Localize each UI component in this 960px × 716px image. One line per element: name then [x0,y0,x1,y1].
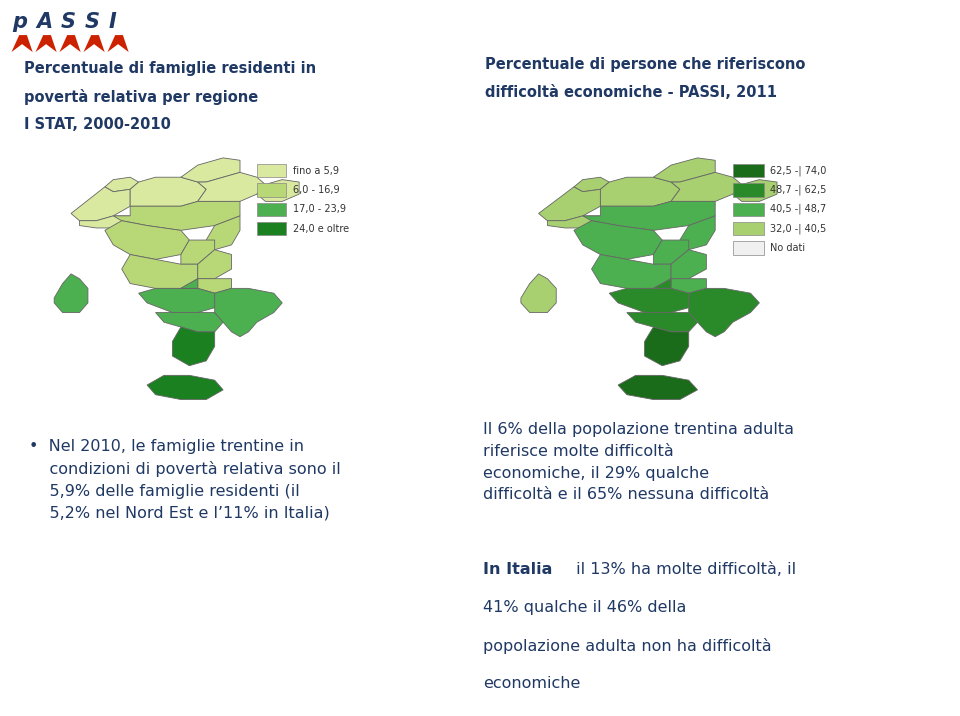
Polygon shape [257,180,300,201]
Polygon shape [654,240,688,264]
Polygon shape [122,255,198,289]
Text: Il 6% della popolazione trentina adulta
riferisce molte difficoltà
economiche, i: Il 6% della popolazione trentina adulta … [483,422,794,502]
Polygon shape [173,327,215,366]
Polygon shape [627,312,698,332]
Text: popolazione adulta non ha difficoltà: popolazione adulta non ha difficoltà [483,638,772,654]
Text: 62,5 -| 74,0: 62,5 -| 74,0 [771,165,827,176]
Polygon shape [198,279,231,294]
Text: difficoltà economiche - PASSI, 2011: difficoltà economiche - PASSI, 2011 [485,85,777,100]
Text: In Italia il 13% ha molte difficoltà, il
41% qualche il 46% della
popolazione ad: In Italia il 13% ha molte difficoltà, il… [483,562,772,644]
Polygon shape [206,216,240,250]
Polygon shape [600,178,680,206]
Bar [257,183,286,196]
Polygon shape [539,187,600,221]
Polygon shape [618,375,698,400]
Bar [257,164,286,178]
Polygon shape [131,178,206,206]
Polygon shape [644,327,688,366]
Text: 24,0 e oltre: 24,0 e oltre [293,223,348,233]
Bar [257,203,286,216]
Bar [257,222,286,235]
Text: •  Nel 2010, le famiglie trentine in
    condizioni di povertà relativa sono il
: • Nel 2010, le famiglie trentine in cond… [29,439,341,520]
Polygon shape [671,173,742,201]
Text: 40,5 -| 48,7: 40,5 -| 48,7 [771,204,827,215]
Bar [732,241,764,255]
Polygon shape [180,158,240,182]
Polygon shape [583,201,715,231]
Text: In Italia: In Italia [483,562,552,577]
Text: 41% qualche il 46% della: 41% qualche il 46% della [483,600,686,615]
Bar [732,203,764,216]
Text: p: p [12,12,28,32]
Bar [3,2,145,54]
Polygon shape [105,178,138,192]
Polygon shape [198,250,231,279]
Polygon shape [108,35,129,52]
Polygon shape [574,221,662,259]
Text: 32,0 -| 40,5: 32,0 -| 40,5 [771,223,827,234]
Polygon shape [156,312,223,332]
Text: fino a 5,9: fino a 5,9 [293,165,339,175]
Polygon shape [113,201,240,231]
Polygon shape [671,250,707,279]
Polygon shape [36,35,57,52]
Polygon shape [654,158,715,182]
Text: il 13% ha molte difficoltà, il: il 13% ha molte difficoltà, il [571,562,796,577]
Text: No dati: No dati [771,243,805,253]
Text: 48,7 -| 62,5: 48,7 -| 62,5 [771,185,827,195]
Polygon shape [610,279,688,312]
Polygon shape [521,274,556,312]
Polygon shape [547,216,610,228]
Text: I STAT, 2000-2010: I STAT, 2000-2010 [24,117,171,132]
Polygon shape [105,221,189,259]
Polygon shape [147,375,223,400]
Text: economiche: economiche [483,677,580,692]
Polygon shape [80,216,138,228]
Polygon shape [671,279,707,294]
Polygon shape [732,180,777,201]
Text: Percentuale di persone che riferiscono: Percentuale di persone che riferiscono [485,57,805,72]
Polygon shape [180,240,215,264]
Polygon shape [54,274,88,312]
Text: Percentuale di famiglie residenti in: Percentuale di famiglie residenti in [24,61,316,76]
Text: I: I [108,12,116,32]
Bar [732,183,764,196]
Polygon shape [138,279,215,312]
Polygon shape [688,289,759,337]
Text: povertà relativa per regione: povertà relativa per regione [24,89,258,105]
Polygon shape [198,173,265,201]
Text: S: S [60,12,76,32]
Text: 6,0 - 16,9: 6,0 - 16,9 [293,185,340,195]
Bar [732,164,764,178]
Polygon shape [591,255,671,289]
Polygon shape [60,35,81,52]
Polygon shape [680,216,715,250]
Polygon shape [71,187,131,221]
Text: 17,0 - 23,9: 17,0 - 23,9 [293,204,346,214]
Text: A: A [36,12,53,32]
Polygon shape [84,35,105,52]
Polygon shape [215,289,282,337]
Text: S: S [84,12,100,32]
Polygon shape [574,178,610,192]
Bar [732,222,764,235]
Polygon shape [12,35,33,52]
